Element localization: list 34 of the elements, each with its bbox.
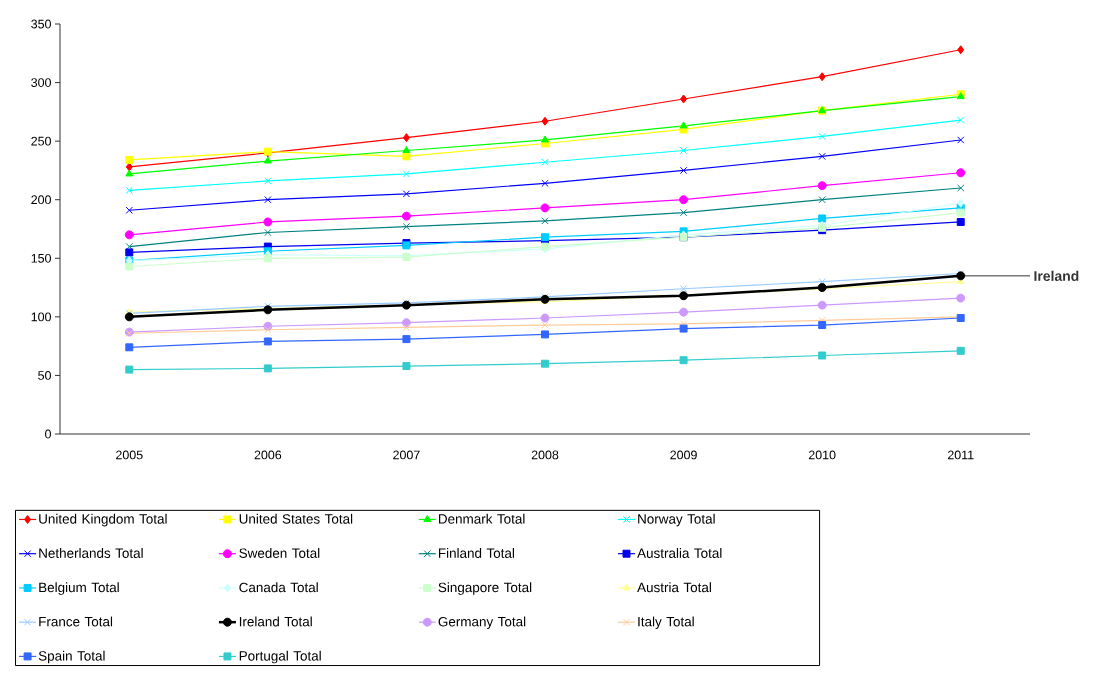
legend-label: Finland Total	[438, 548, 514, 558]
legend-label: Sweden Total	[239, 548, 320, 558]
y-tick-label: 150	[31, 253, 51, 263]
legend-label: Italy Total	[638, 616, 694, 630]
legend-label: United Kingdom Total	[39, 513, 167, 527]
x-tick-label: 2009	[670, 450, 697, 460]
y-tick-label: 50	[38, 371, 51, 380]
legend-label: Denmark Total	[438, 513, 525, 524]
y-tick-label: 200	[31, 195, 51, 205]
annotation: Ireland	[1034, 270, 1079, 281]
legend-label: Germany Total	[438, 616, 526, 630]
y-tick-label: 0	[45, 429, 51, 439]
legend-label: Singapore Total	[438, 582, 532, 595]
legend-label: Spain Total	[38, 650, 105, 664]
y-tick-label: 350	[31, 19, 51, 29]
y-tick-label: 300	[31, 78, 51, 87]
legend-label: Netherlands Total	[39, 548, 143, 558]
legend-label: Canada Total	[239, 582, 318, 593]
legend-label: France Total	[39, 616, 113, 627]
y-tick-label: 250	[31, 136, 51, 146]
legend-label: Belgium Total	[39, 582, 119, 595]
legend-label: Ireland Total	[239, 616, 312, 627]
legend-label: United States Total	[239, 513, 353, 524]
legend-label: Austria Total	[637, 582, 711, 593]
y-tick-label: 100	[31, 312, 51, 322]
x-tick-label: 2008	[531, 450, 559, 460]
legend-label: Norway Total	[638, 513, 715, 527]
x-tick-label: 2007	[393, 450, 420, 460]
legend-label: Australia Total	[637, 548, 722, 558]
x-tick-label: 2010	[808, 450, 836, 460]
legend-label: Portugal Total	[239, 650, 321, 664]
x-tick-label: 2006	[254, 450, 282, 460]
x-tick-label: 2005	[116, 450, 143, 460]
x-tick-label: 2011	[947, 450, 974, 460]
